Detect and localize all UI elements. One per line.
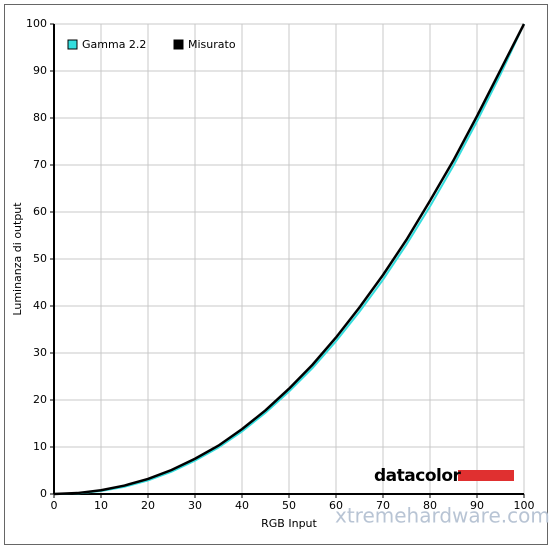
- x-axis-label: RGB Input: [261, 517, 317, 530]
- x-tick-label: 50: [282, 499, 296, 512]
- x-tick-label: 20: [141, 499, 155, 512]
- y-tick-label: 0: [40, 487, 47, 500]
- y-tick-label: 90: [33, 64, 47, 77]
- xtremehardware-logo: xtremehardware.com: [335, 504, 550, 528]
- x-tick-label: 90: [470, 499, 484, 512]
- series-line: [53, 23, 526, 496]
- x-tick-label: 80: [423, 499, 437, 512]
- x-tick-label: 60: [329, 499, 343, 512]
- legend-label: Gamma 2.2: [82, 38, 146, 51]
- y-tick-label: 80: [33, 111, 47, 124]
- y-tick-label: 100: [26, 17, 47, 30]
- x-tick-label: 40: [235, 499, 249, 512]
- x-tick-label: 10: [94, 499, 108, 512]
- frame: [4, 4, 548, 545]
- y-tick-label: 10: [33, 440, 47, 453]
- y-tick-label: 40: [33, 299, 47, 312]
- logo-bar: [458, 470, 514, 481]
- legend-swatch: [67, 39, 78, 50]
- y-tick-label: 60: [33, 205, 47, 218]
- x-tick-label: 30: [188, 499, 202, 512]
- datacolor-logo: datacolor: [374, 466, 462, 486]
- legend-swatch: [173, 39, 184, 50]
- x-tick-label: 100: [514, 499, 535, 512]
- y-tick-label: 70: [33, 158, 47, 171]
- legend-label: Misurato: [188, 38, 236, 51]
- x-tick-label: 0: [51, 499, 58, 512]
- y-axis-label: Luminanza di output: [11, 202, 24, 316]
- y-tick-label: 20: [33, 393, 47, 406]
- y-tick-label: 50: [33, 252, 47, 265]
- watermarks: datacolor xtremehardware.com: [335, 466, 550, 528]
- y-tick-label: 30: [33, 346, 47, 359]
- x-tick-label: 70: [376, 499, 390, 512]
